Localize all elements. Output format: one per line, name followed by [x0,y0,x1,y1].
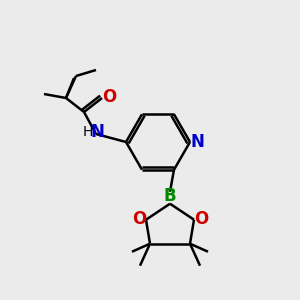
Text: H: H [83,125,93,139]
Text: O: O [132,210,146,228]
Text: B: B [164,187,176,205]
Text: N: N [190,133,204,151]
Text: O: O [102,88,116,106]
Text: N: N [90,123,104,141]
Text: O: O [194,210,208,228]
